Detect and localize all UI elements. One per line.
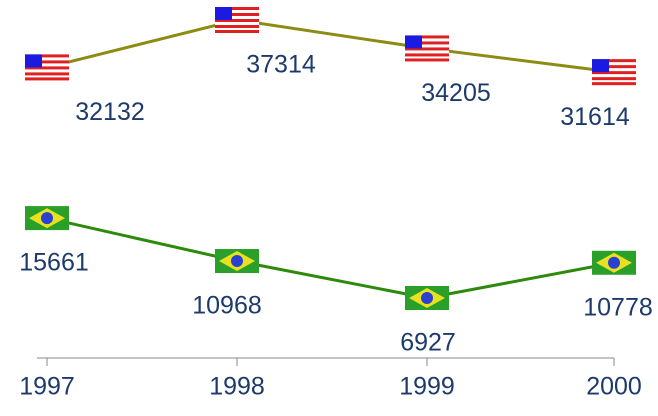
x-tick-label: 2000 (586, 373, 642, 401)
flag-marker (215, 249, 259, 274)
data-label: 15661 (19, 249, 89, 277)
flag-marker (405, 35, 449, 62)
data-label: 37314 (246, 51, 316, 79)
flag-marker (215, 7, 259, 33)
flag-marker (405, 286, 449, 310)
data-label: 6927 (400, 329, 456, 357)
line (46, 216, 615, 300)
data-label: 10778 (583, 293, 653, 321)
data-label: 31614 (560, 103, 630, 131)
flag-marker (592, 59, 636, 86)
data-label: 34205 (421, 79, 491, 107)
x-tick-label: 1997 (19, 373, 75, 401)
data-label: 10968 (192, 292, 262, 320)
flag-marker (25, 206, 69, 231)
x-tick-label: 1999 (399, 373, 455, 401)
x-tick-label: 1998 (209, 373, 265, 401)
line (46, 18, 615, 74)
flag-marker (592, 250, 636, 275)
data-label: 32132 (75, 98, 145, 126)
flag-marker (25, 54, 69, 81)
